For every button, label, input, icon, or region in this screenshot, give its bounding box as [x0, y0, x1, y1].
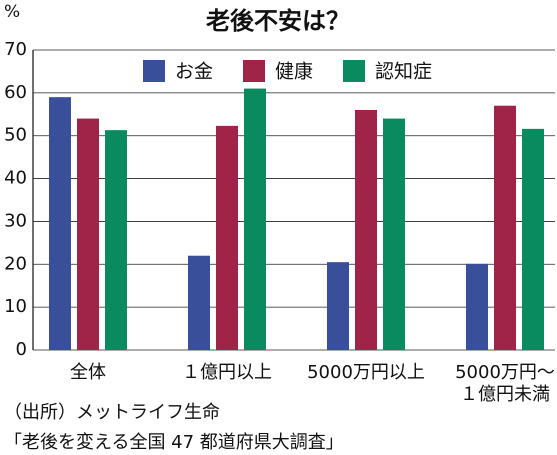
y-tick-label: 70 [4, 39, 27, 60]
legend-swatch [143, 60, 165, 82]
legend-label: 健康 [275, 61, 313, 83]
x-tick-label: 全体 [70, 362, 106, 383]
source-note: 「老後を変える全国 47 都道府県大調査」 [4, 432, 344, 453]
bar [105, 130, 127, 350]
y-tick-label: 20 [4, 253, 27, 274]
chart-title: 老後不安は？ [206, 7, 350, 35]
x-tick-label: 5000万円以上 [307, 362, 425, 383]
legend-swatch [243, 60, 265, 82]
bar [188, 255, 210, 350]
legend-swatch [343, 60, 365, 82]
y-tick-label: 30 [4, 210, 27, 231]
legend-label: 認知症 [375, 61, 432, 83]
legend-label: お金 [175, 61, 213, 83]
y-tick-label: 40 [4, 168, 27, 189]
y-tick-label: 0 [16, 339, 27, 360]
source-note: （出所）メットライフ生命 [4, 402, 220, 423]
bar [494, 105, 516, 350]
bar [244, 88, 266, 351]
y-tick-label: 10 [4, 296, 27, 317]
x-tick-label: 5000万円〜 １億円未満 [455, 362, 555, 405]
bar [49, 97, 71, 351]
y-tick-label: 50 [4, 125, 27, 146]
bar [327, 262, 349, 350]
y-tick-label: 60 [4, 82, 27, 103]
bar [466, 263, 488, 350]
bar [216, 125, 238, 350]
bar [522, 128, 544, 350]
bar [383, 118, 405, 350]
bar [77, 118, 99, 350]
x-tick-label: １億円以上 [182, 362, 272, 383]
bar [355, 110, 377, 350]
y-unit: % [4, 2, 20, 22]
